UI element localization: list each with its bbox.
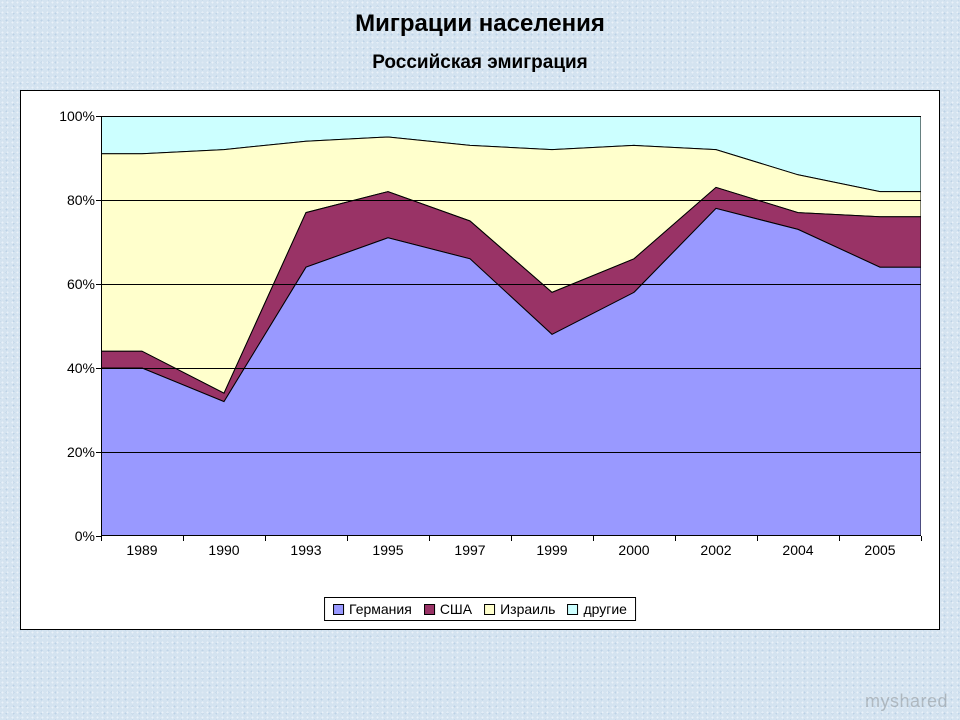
y-axis-label: 60%: [67, 276, 101, 292]
x-tick-mark: [675, 536, 676, 541]
x-axis-label: 1999: [536, 536, 567, 558]
legend-item: Германия: [333, 601, 412, 617]
x-tick-mark: [511, 536, 512, 541]
legend-swatch: [484, 604, 495, 615]
x-axis-label: 1995: [372, 536, 403, 558]
x-axis-label: 2005: [864, 536, 895, 558]
grid-line: [101, 284, 921, 285]
chart-legend: Германия США Израиль другие: [324, 597, 636, 621]
x-axis-label: 1997: [454, 536, 485, 558]
legend-swatch: [424, 604, 435, 615]
chart-container: 0% 20% 40% 60% 80% 100% 1989 1990 1993 1995 1997 19…: [20, 90, 940, 630]
y-axis-label: 0%: [75, 528, 101, 544]
x-tick-mark: [183, 536, 184, 541]
x-tick-mark: [429, 536, 430, 541]
page-subtitle: Российская эмиграция: [0, 52, 960, 74]
x-tick-mark: [101, 536, 102, 541]
legend-item: другие: [567, 601, 627, 617]
x-axis-label: 2000: [618, 536, 649, 558]
x-tick-mark: [839, 536, 840, 541]
legend-label: США: [440, 601, 472, 617]
x-axis-label: 1990: [208, 536, 239, 558]
plot-area: 0%20%40%60%80%100%1989199019931995199719…: [101, 116, 921, 536]
x-axis-label: 1989: [126, 536, 157, 558]
legend-item: Израиль: [484, 601, 555, 617]
y-axis-label: 40%: [67, 360, 101, 376]
legend-item: США: [424, 601, 472, 617]
grid-line: [101, 116, 921, 117]
legend-label: другие: [583, 601, 627, 617]
watermark-text: myshared: [865, 691, 948, 712]
y-axis-label: 20%: [67, 444, 101, 460]
x-tick-mark: [593, 536, 594, 541]
x-axis-label: 2002: [700, 536, 731, 558]
y-axis-label: 80%: [67, 192, 101, 208]
x-tick-mark: [265, 536, 266, 541]
y-axis-label: 100%: [59, 108, 101, 124]
x-axis-label: 2004: [782, 536, 813, 558]
x-tick-mark: [757, 536, 758, 541]
area-chart-svg: [101, 116, 921, 536]
x-tick-mark: [347, 536, 348, 541]
grid-line: [101, 452, 921, 453]
legend-swatch: [567, 604, 578, 615]
x-axis-label: 1993: [290, 536, 321, 558]
legend-label: Израиль: [500, 601, 555, 617]
content-wrapper: Миграции населения Российская эмиграция …: [0, 0, 960, 720]
x-tick-mark: [921, 536, 922, 541]
legend-label: Германия: [349, 601, 412, 617]
grid-line: [101, 200, 921, 201]
legend-swatch: [333, 604, 344, 615]
grid-line: [101, 368, 921, 369]
page-title: Миграции населения: [0, 10, 960, 38]
